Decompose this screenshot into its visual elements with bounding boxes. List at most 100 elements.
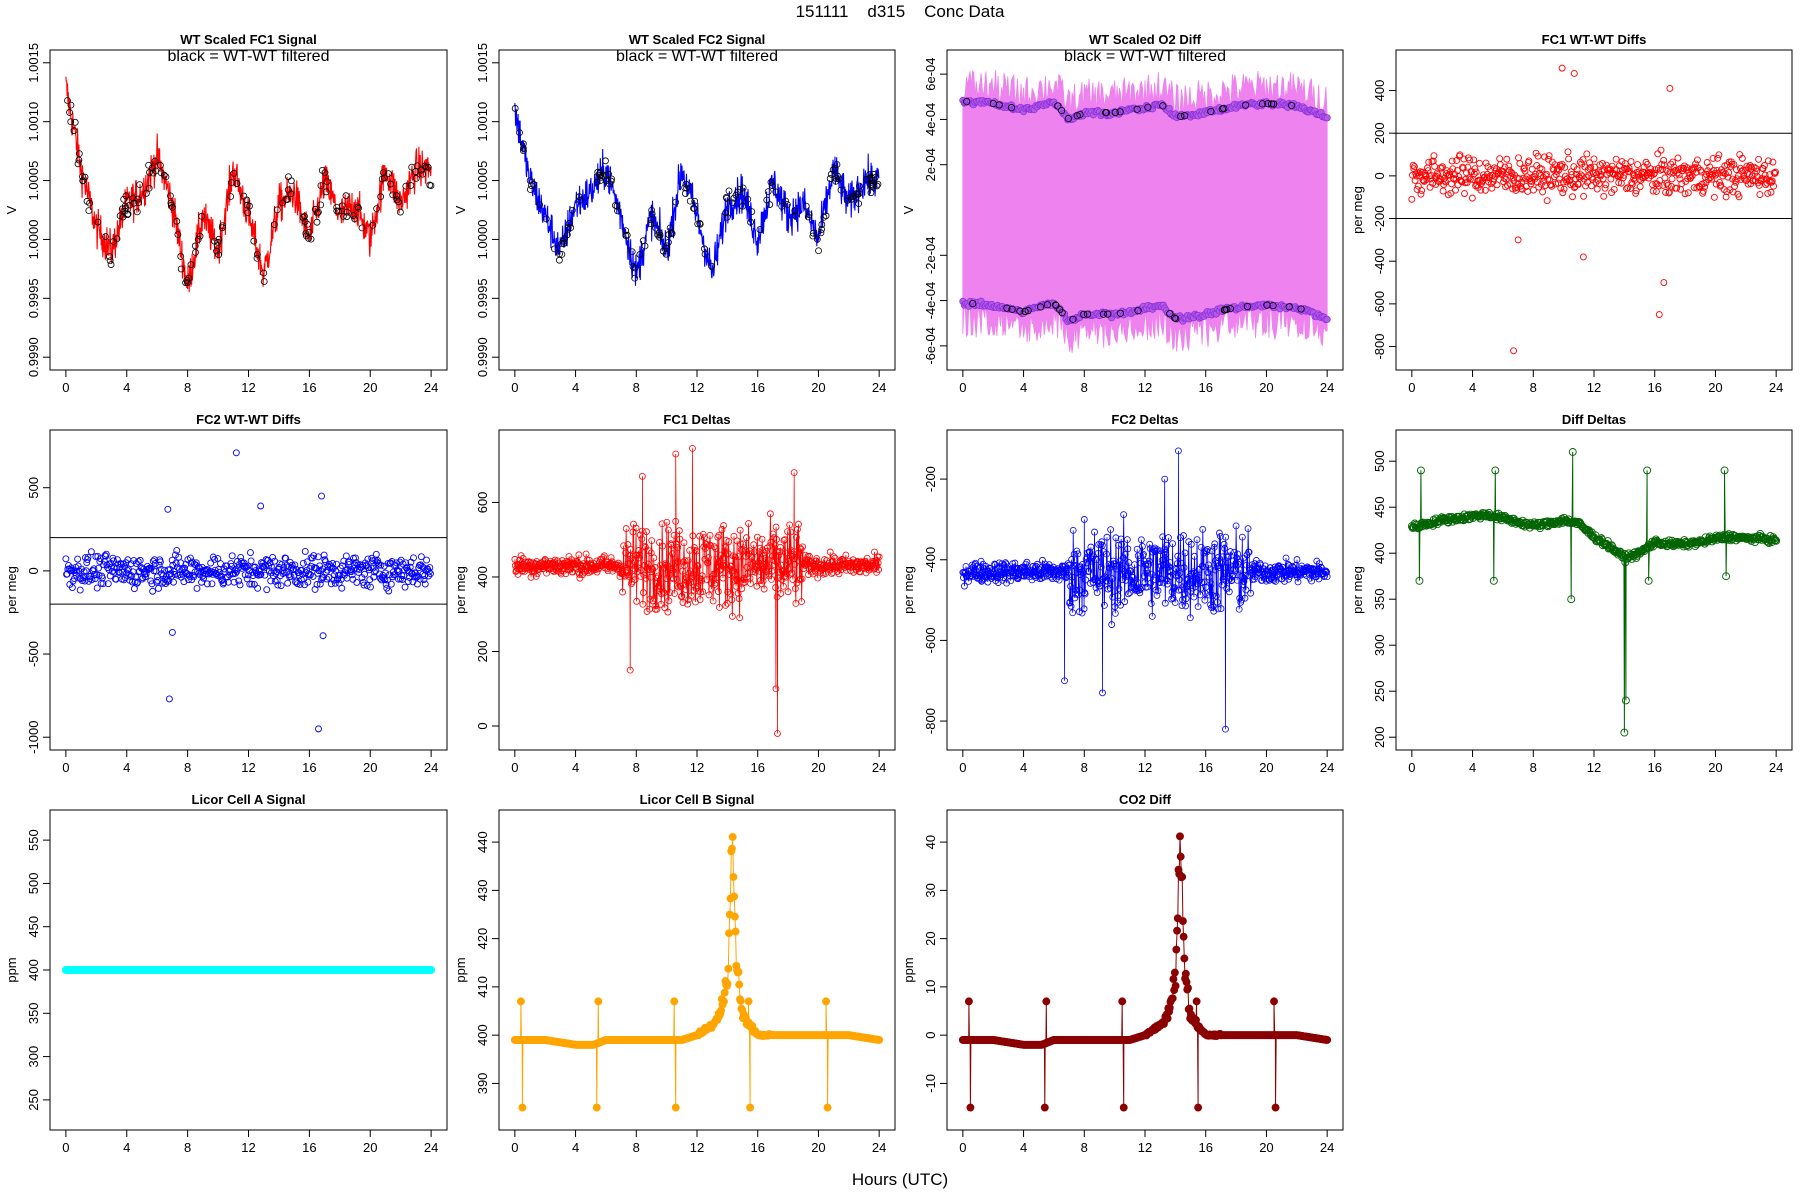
filtered-point (194, 235, 202, 243)
scatter-point (1651, 166, 1659, 174)
filtered-point (323, 178, 331, 186)
filtered-point (526, 186, 534, 193)
filtered-point (739, 202, 746, 210)
x-tick-label: 12 (1587, 760, 1601, 775)
scatter-point (1632, 187, 1640, 195)
series-point (708, 575, 716, 583)
series-point (1156, 579, 1164, 586)
series-point (680, 558, 687, 566)
series-point (736, 526, 744, 534)
filtered-point (369, 221, 377, 229)
scatter-point (1561, 164, 1569, 171)
scatter-point (1767, 188, 1775, 196)
series-point (1235, 558, 1243, 566)
series-point (702, 540, 710, 548)
scatter-point (232, 449, 240, 457)
scatter-point (1481, 186, 1489, 194)
scatter-point (1732, 178, 1740, 186)
x-tick-label: 8 (184, 380, 191, 395)
series-point (638, 472, 646, 480)
scatter-point (193, 585, 201, 592)
series-point (986, 565, 994, 572)
series-point (795, 520, 802, 528)
filtered-point (809, 229, 817, 237)
x-tick-label: 24 (424, 1140, 438, 1155)
series-point (1568, 448, 1577, 456)
series-point (745, 520, 752, 527)
series-point (1120, 511, 1128, 518)
filtered-point (722, 209, 730, 217)
series-point (1117, 601, 1124, 609)
scatter-point (1579, 253, 1587, 261)
series-point (1066, 599, 1073, 607)
series-point (696, 532, 704, 540)
filtered-point (67, 101, 75, 109)
scatter-point (1722, 193, 1730, 201)
series-point (1222, 725, 1229, 733)
series-point (672, 540, 680, 548)
series-point (1154, 546, 1161, 554)
scatter-point (1464, 163, 1472, 171)
scatter-point (1534, 152, 1542, 160)
scatter-point (1666, 168, 1674, 176)
filtered-point (662, 250, 670, 258)
scatter-point (1654, 150, 1662, 158)
filtered-point (1058, 106, 1066, 115)
scatter-point (269, 553, 277, 561)
series-point (828, 570, 836, 577)
filtered-point (402, 182, 410, 190)
series-point (709, 597, 717, 605)
scatter-point (1650, 170, 1658, 178)
scatter-point (1409, 161, 1417, 169)
filtered-point (1008, 305, 1016, 313)
series-point (666, 589, 674, 596)
filtered-point (870, 171, 878, 178)
scatter-point (1651, 169, 1658, 177)
series-point (1214, 553, 1222, 561)
scatter-point (217, 572, 225, 580)
scatter-point (1592, 179, 1600, 186)
filtered-point (214, 238, 222, 246)
series-point (1195, 574, 1203, 581)
filtered-point (772, 188, 780, 196)
filtered-point (1144, 103, 1152, 111)
scatter-point (1599, 160, 1606, 167)
series-point (1265, 576, 1273, 584)
scatter-point (274, 581, 282, 589)
x-tick-label: 16 (302, 380, 316, 395)
series-point (1107, 526, 1115, 534)
series-point (1182, 595, 1190, 603)
series-point (653, 605, 661, 613)
scatter-point (1515, 154, 1522, 162)
scatter-point (1743, 162, 1751, 170)
y-tick-label: 2e-04 (923, 148, 938, 181)
scatter-point (1717, 181, 1725, 189)
scatter-point (1634, 161, 1642, 169)
filtered-point (116, 212, 124, 220)
series-point (970, 570, 978, 578)
filtered-point (815, 247, 822, 255)
series-point (721, 548, 728, 556)
scatter-point (1629, 170, 1637, 178)
filtered-point (407, 182, 415, 189)
scatter-point (277, 582, 285, 590)
scatter-point (1414, 182, 1422, 190)
series-point (1175, 576, 1183, 583)
scatter-point (1482, 159, 1490, 167)
series-point (1084, 568, 1092, 575)
series-point (1169, 540, 1176, 547)
series-point (1225, 588, 1233, 596)
filtered-point (243, 196, 251, 204)
scatter-point (1725, 169, 1733, 177)
filtered-point (218, 224, 226, 232)
series-point (1106, 584, 1114, 592)
y-tick-label: -400 (1372, 248, 1387, 274)
filtered-point (1099, 310, 1108, 318)
series-point (761, 555, 769, 562)
series-point (1161, 546, 1169, 553)
y-tick-label: 1.0005 (475, 161, 490, 201)
scatter-point (149, 587, 157, 595)
series-point (759, 577, 767, 585)
filtered-point (121, 207, 129, 215)
